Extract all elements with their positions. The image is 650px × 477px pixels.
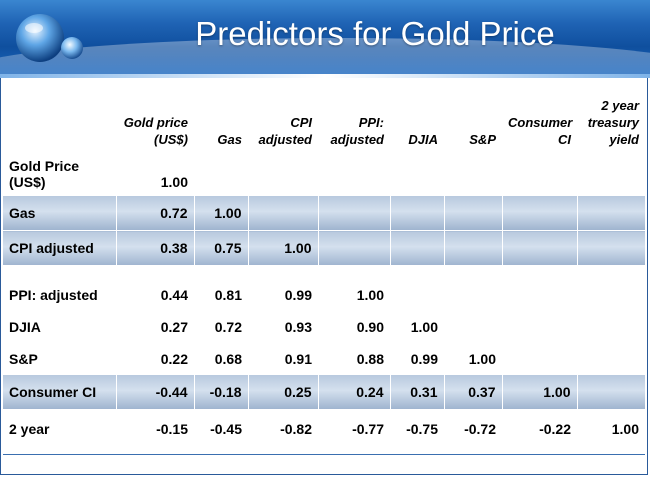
table-cell: 0.31 xyxy=(390,375,445,409)
table-row: Gas 0.72 1.00 xyxy=(3,196,645,231)
table-cell: 0.72 xyxy=(214,319,242,335)
table-spacer-row xyxy=(3,265,645,279)
table-cell: 0.24 xyxy=(318,375,391,409)
table-cell: 0.68 xyxy=(214,351,242,367)
table-cell xyxy=(444,196,503,231)
table-cell xyxy=(318,196,391,231)
table-cell: -0.45 xyxy=(210,421,242,437)
table-cell: 1.00 xyxy=(160,174,188,190)
table-cell xyxy=(444,150,502,196)
table-cell xyxy=(318,150,390,196)
column-header: PPI: adjusted xyxy=(330,115,384,147)
table-cell xyxy=(502,196,578,231)
table-cell: 1.00 xyxy=(611,421,639,437)
globe-logo-icon xyxy=(16,14,83,62)
table-cell: 0.91 xyxy=(284,351,312,367)
table-cell xyxy=(577,375,645,409)
table-cell: -0.75 xyxy=(406,421,438,437)
table-cell: 0.99 xyxy=(284,287,312,303)
table-cell: 0.44 xyxy=(160,287,188,303)
table-cell xyxy=(502,230,578,265)
table-cell xyxy=(444,230,503,265)
row-label: S&P xyxy=(9,351,38,367)
row-label: Gas xyxy=(3,196,117,231)
table-cell: 0.75 xyxy=(194,230,249,265)
table-cell: 1.00 xyxy=(248,230,319,265)
table-cell: 1.00 xyxy=(356,287,384,303)
table-cell: 1.00 xyxy=(410,319,438,335)
table-cell xyxy=(577,343,645,375)
column-header: S&P xyxy=(469,132,496,147)
table-row: Gold Price (US$) 1.00 xyxy=(3,150,645,196)
table-cell xyxy=(577,150,645,196)
column-header: 2 year treasury yield xyxy=(587,98,639,147)
table-cell: 0.90 xyxy=(356,319,384,335)
table-cell: 0.93 xyxy=(284,319,312,335)
spacer-cell xyxy=(3,265,645,279)
table-bottom-rule xyxy=(3,454,645,455)
table-cell: 0.99 xyxy=(410,351,438,367)
table-cell xyxy=(502,279,577,311)
table-cell: -0.72 xyxy=(464,421,496,437)
table-cell xyxy=(577,230,645,265)
table-row: Consumer CI -0.44 -0.18 0.25 0.24 0.31 0… xyxy=(3,375,645,409)
table-row: CPI adjusted 0.38 0.75 1.00 xyxy=(3,230,645,265)
table-cell xyxy=(502,150,577,196)
column-header: CPI adjusted xyxy=(258,115,312,147)
header-corner xyxy=(3,88,116,150)
table-cell xyxy=(318,230,391,265)
table-row: DJIA 0.27 0.72 0.93 0.90 1.00 xyxy=(3,311,645,343)
column-header: Gold price (US$) xyxy=(123,115,188,147)
table-cell: -0.44 xyxy=(116,375,195,409)
table-cell: 0.37 xyxy=(444,375,503,409)
row-label: CPI adjusted xyxy=(3,230,117,265)
table-cell: 0.72 xyxy=(116,196,195,231)
table-cell xyxy=(390,196,445,231)
table-cell: -0.15 xyxy=(156,421,188,437)
row-label: 2 year xyxy=(9,421,50,437)
table-cell xyxy=(577,311,645,343)
table-cell: 0.25 xyxy=(248,375,319,409)
table-cell: 0.88 xyxy=(356,351,384,367)
table-cell xyxy=(502,311,577,343)
table-cell: 0.22 xyxy=(160,351,188,367)
header-swoosh xyxy=(0,38,650,78)
column-header: Gas xyxy=(217,132,242,147)
table-cell xyxy=(577,279,645,311)
table-cell: 1.00 xyxy=(194,196,249,231)
row-label: DJIA xyxy=(9,319,41,335)
table-cell: 0.38 xyxy=(116,230,195,265)
table-cell xyxy=(248,196,319,231)
table-cell xyxy=(444,311,502,343)
table-cell: 0.81 xyxy=(214,287,242,303)
table-cell xyxy=(444,279,502,311)
table-cell xyxy=(248,150,318,196)
table-cell: -0.77 xyxy=(352,421,384,437)
table-row: S&P 0.22 0.68 0.91 0.88 0.99 1.00 xyxy=(3,343,645,375)
column-header: DJIA xyxy=(408,132,438,147)
table-cell: -0.82 xyxy=(280,421,312,437)
row-label: PPI: adjusted xyxy=(9,287,98,303)
table-header-row: Gold price (US$) Gas CPI adjusted PPI: a… xyxy=(3,88,645,150)
table-row: 2 year -0.15 -0.45 -0.82 -0.77 -0.75 -0.… xyxy=(3,409,645,449)
table-cell: -0.22 xyxy=(539,421,571,437)
correlation-table: Gold price (US$) Gas CPI adjusted PPI: a… xyxy=(3,88,645,449)
table-cell xyxy=(390,230,445,265)
row-label: Gold Price (US$) xyxy=(9,158,80,190)
table-cell: 0.27 xyxy=(160,319,188,335)
column-header: Consumer CI xyxy=(508,115,573,147)
table-row: PPI: adjusted 0.44 0.81 0.99 1.00 xyxy=(3,279,645,311)
table-cell xyxy=(390,279,444,311)
table-cell xyxy=(194,150,248,196)
slide-title: Predictors for Gold Price xyxy=(195,15,555,52)
table-cell: 1.00 xyxy=(468,351,496,367)
table-cell xyxy=(577,196,645,231)
table-cell: 1.00 xyxy=(502,375,578,409)
header-baseline xyxy=(0,74,650,78)
table-cell xyxy=(502,343,577,375)
slide-header: Predictors for Gold Price xyxy=(0,0,650,78)
table-cell: -0.18 xyxy=(194,375,249,409)
row-label: Consumer CI xyxy=(3,375,117,409)
table-cell xyxy=(390,150,444,196)
